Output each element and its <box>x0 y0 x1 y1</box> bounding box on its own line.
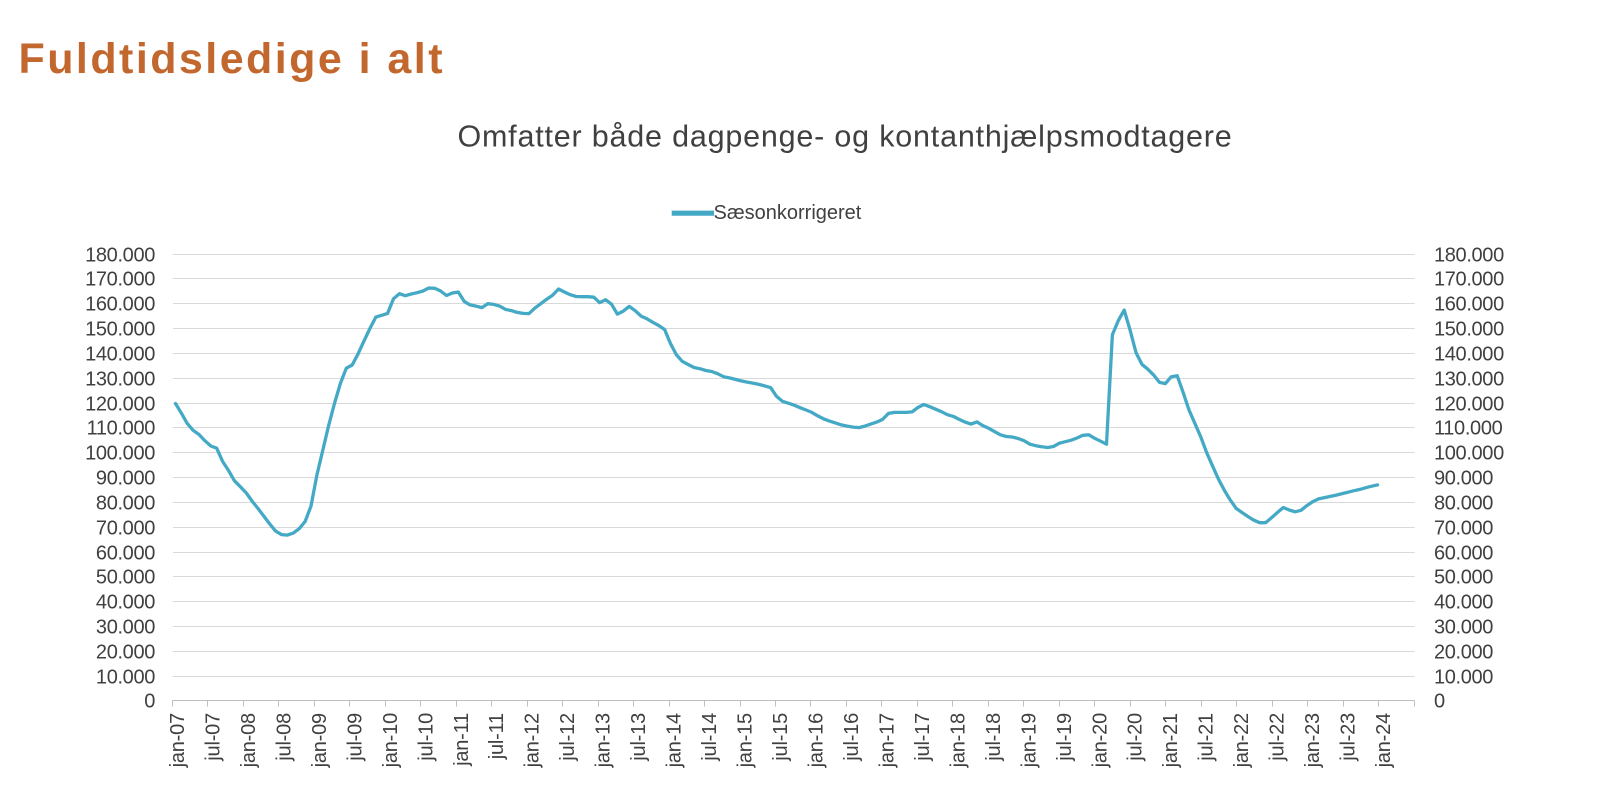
svg-text:jan-23: jan-23 <box>1302 713 1324 768</box>
svg-text:110.000: 110.000 <box>87 418 156 440</box>
svg-text:170.000: 170.000 <box>1434 269 1504 291</box>
svg-text:110.000: 110.000 <box>1434 418 1503 440</box>
svg-text:140.000: 140.000 <box>1434 344 1504 366</box>
svg-text:jul-12: jul-12 <box>557 713 579 762</box>
svg-text:jul-23: jul-23 <box>1338 713 1360 762</box>
svg-text:100.000: 100.000 <box>1434 443 1504 465</box>
svg-text:Sæsonkorrigeret: Sæsonkorrigeret <box>714 202 862 224</box>
svg-text:jul-17: jul-17 <box>912 713 934 762</box>
svg-text:jul-11: jul-11 <box>486 713 508 760</box>
svg-text:50.000: 50.000 <box>1434 567 1493 589</box>
svg-text:120.000: 120.000 <box>85 394 155 416</box>
svg-text:jan-16: jan-16 <box>806 713 828 768</box>
svg-text:60.000: 60.000 <box>1434 543 1493 565</box>
svg-text:jul-09: jul-09 <box>344 713 366 762</box>
svg-text:130.000: 130.000 <box>85 369 155 391</box>
svg-text:Omfatter både dagpenge- og kon: Omfatter både dagpenge- og kontanthjælps… <box>457 120 1232 154</box>
svg-text:jul-07: jul-07 <box>203 713 225 762</box>
svg-text:jan-12: jan-12 <box>522 713 544 768</box>
svg-text:0: 0 <box>1434 691 1445 713</box>
svg-text:70.000: 70.000 <box>96 518 155 540</box>
svg-text:10.000: 10.000 <box>1434 667 1493 689</box>
svg-text:jul-19: jul-19 <box>1054 713 1076 762</box>
svg-text:120.000: 120.000 <box>1434 394 1504 416</box>
svg-text:Fuldtidsledige i alt: Fuldtidsledige i alt <box>19 35 445 83</box>
svg-text:60.000: 60.000 <box>96 543 155 565</box>
svg-text:150.000: 150.000 <box>85 319 155 341</box>
svg-text:0: 0 <box>144 691 155 713</box>
svg-text:80.000: 80.000 <box>1434 493 1493 515</box>
svg-text:20.000: 20.000 <box>96 642 155 664</box>
svg-text:180.000: 180.000 <box>1434 245 1504 267</box>
svg-text:30.000: 30.000 <box>1434 617 1493 639</box>
svg-text:40.000: 40.000 <box>1434 592 1493 614</box>
svg-text:jan-08: jan-08 <box>238 713 260 768</box>
svg-text:jul-14: jul-14 <box>699 713 721 762</box>
svg-text:180.000: 180.000 <box>85 245 155 267</box>
svg-text:20.000: 20.000 <box>1434 642 1493 664</box>
svg-text:jan-17: jan-17 <box>876 713 898 768</box>
svg-text:jan-14: jan-14 <box>664 713 686 768</box>
svg-text:160.000: 160.000 <box>85 294 155 316</box>
svg-text:jan-22: jan-22 <box>1231 713 1253 768</box>
svg-text:jul-20: jul-20 <box>1125 713 1147 762</box>
svg-text:150.000: 150.000 <box>1434 319 1504 341</box>
svg-text:jan-20: jan-20 <box>1089 713 1111 768</box>
svg-text:jan-24: jan-24 <box>1373 713 1395 768</box>
svg-text:40.000: 40.000 <box>96 592 155 614</box>
svg-text:170.000: 170.000 <box>85 269 155 291</box>
svg-text:90.000: 90.000 <box>96 468 155 490</box>
svg-text:jan-10: jan-10 <box>380 713 402 768</box>
svg-text:80.000: 80.000 <box>96 493 155 515</box>
svg-text:jul-18: jul-18 <box>983 713 1005 762</box>
svg-text:30.000: 30.000 <box>96 617 155 639</box>
svg-text:jan-21: jan-21 <box>1160 713 1182 768</box>
svg-text:10.000: 10.000 <box>96 667 155 689</box>
svg-text:jan-15: jan-15 <box>735 713 757 768</box>
svg-text:jul-08: jul-08 <box>273 713 295 762</box>
svg-text:70.000: 70.000 <box>1434 518 1493 540</box>
svg-text:jul-13: jul-13 <box>628 713 650 762</box>
svg-text:jul-21: jul-21 <box>1196 713 1218 762</box>
svg-text:140.000: 140.000 <box>85 344 155 366</box>
svg-text:jul-16: jul-16 <box>841 713 863 762</box>
svg-text:jan-07: jan-07 <box>167 713 189 768</box>
svg-text:jan-18: jan-18 <box>947 713 969 768</box>
svg-text:130.000: 130.000 <box>1434 369 1504 391</box>
svg-text:160.000: 160.000 <box>1434 294 1504 316</box>
svg-text:jul-22: jul-22 <box>1267 713 1289 762</box>
svg-text:90.000: 90.000 <box>1434 468 1493 490</box>
svg-text:jan-11: jan-11 <box>451 713 473 767</box>
svg-text:100.000: 100.000 <box>85 443 155 465</box>
svg-text:jul-10: jul-10 <box>415 713 437 762</box>
svg-text:jul-15: jul-15 <box>770 713 792 762</box>
svg-text:jan-13: jan-13 <box>593 713 615 768</box>
svg-text:jan-19: jan-19 <box>1018 713 1040 768</box>
svg-text:50.000: 50.000 <box>96 567 155 589</box>
svg-text:jan-09: jan-09 <box>309 713 331 768</box>
